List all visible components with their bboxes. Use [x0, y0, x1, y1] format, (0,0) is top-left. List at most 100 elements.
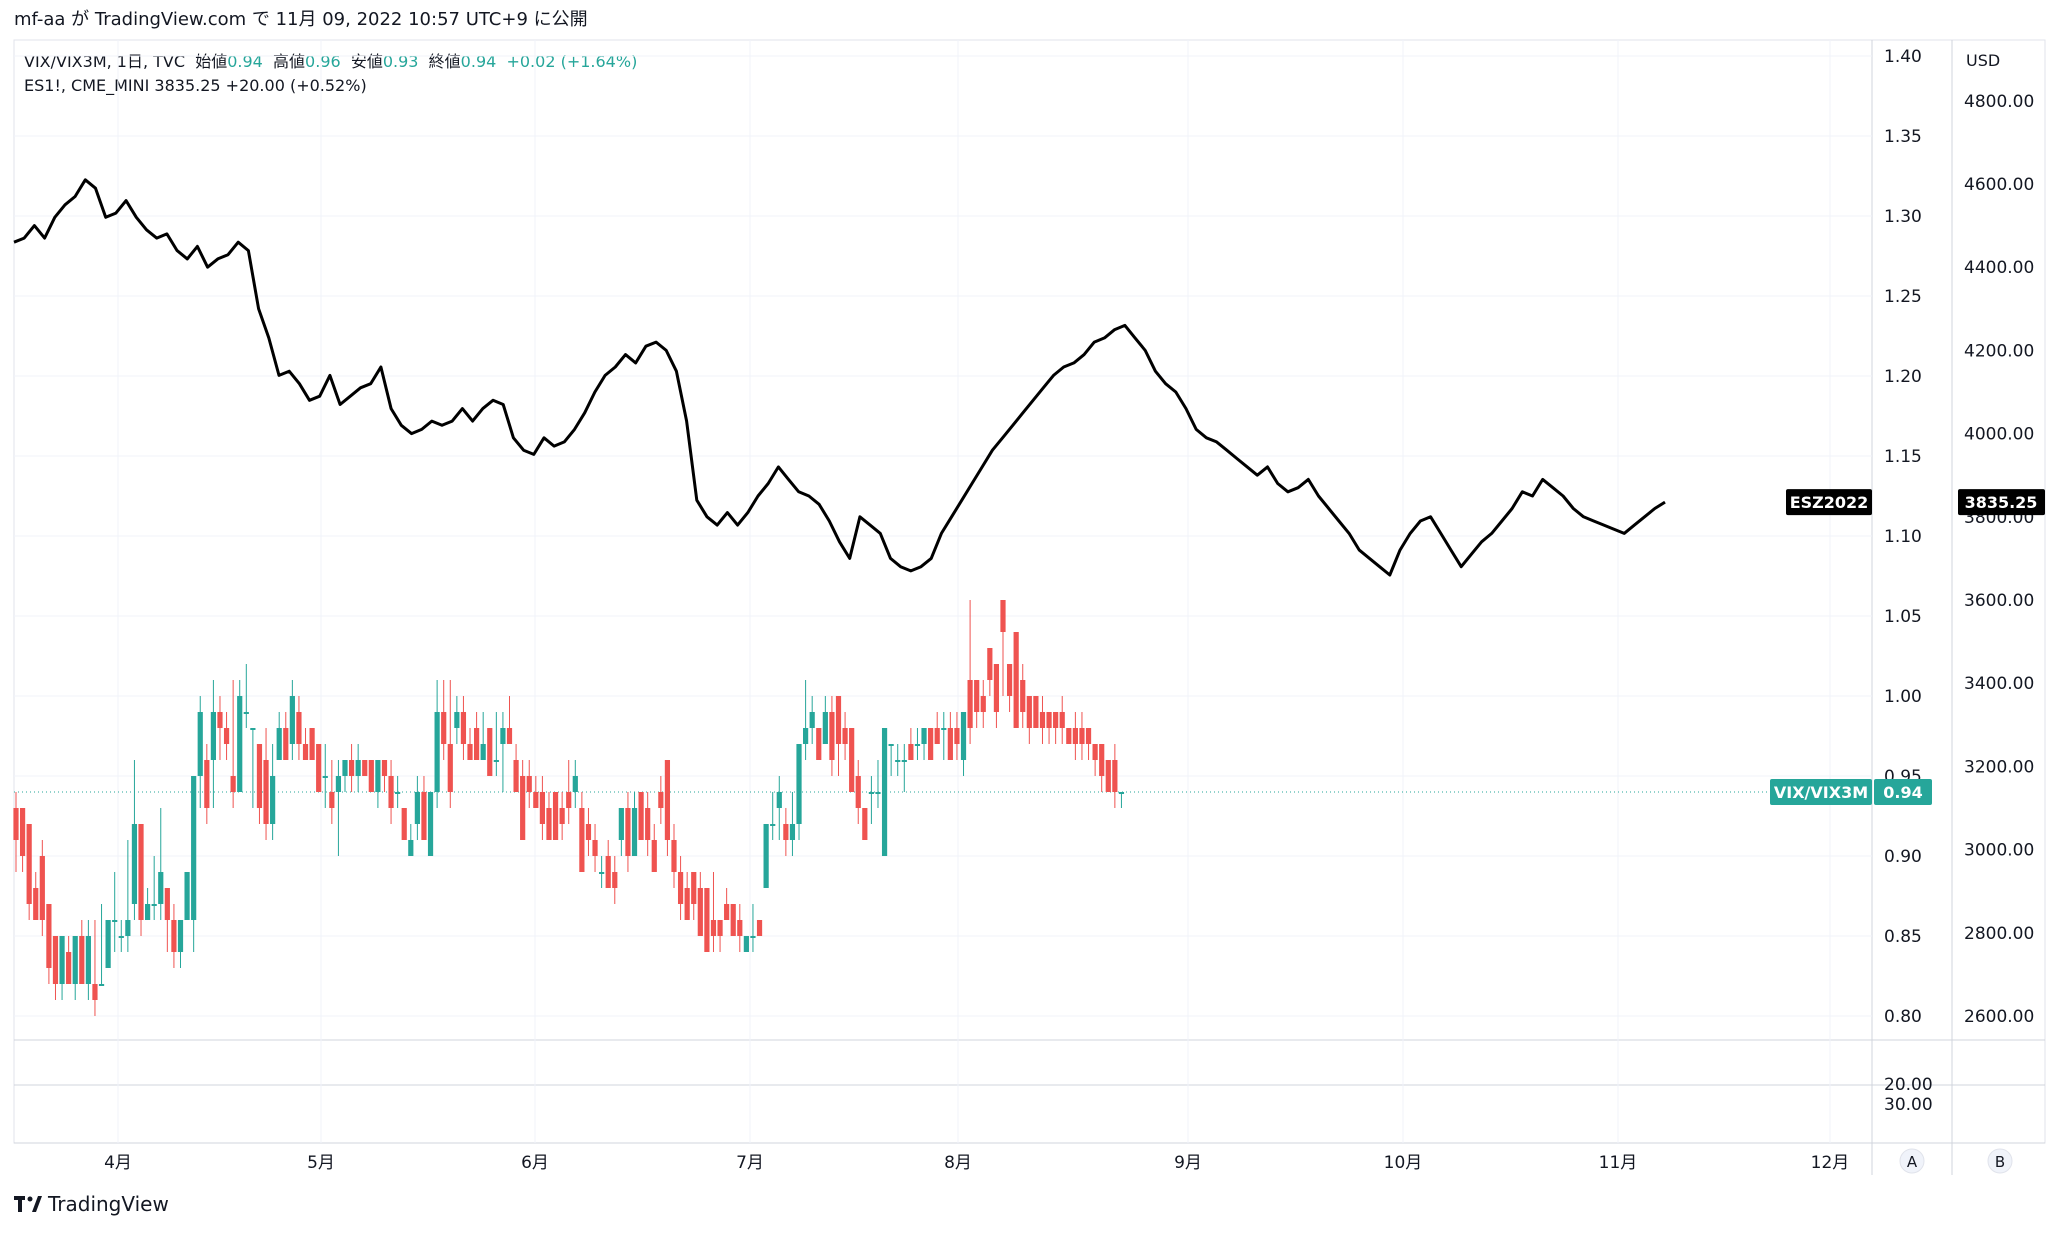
candle-body [1000, 600, 1006, 632]
publish-header: mf-aa が TradingView.com で 11月 09, 2022 1… [0, 0, 2057, 40]
x-axis-tick: 7月 [736, 1153, 764, 1173]
candle-body [980, 696, 986, 712]
legend-change: +0.02 (+1.64%) [506, 52, 638, 71]
candle-body [46, 904, 52, 968]
candle-body [500, 728, 506, 744]
candle-body [605, 856, 611, 888]
left-axis-tick: 0.85 [1884, 927, 1922, 947]
candle-body [460, 712, 467, 744]
candle-body [362, 760, 368, 776]
tradingview-logo[interactable]: TradingView [14, 1192, 169, 1216]
candle-body [256, 744, 263, 808]
candle-body [1059, 712, 1065, 728]
candle-body [118, 936, 124, 938]
candle-body [230, 776, 236, 792]
candle-body [19, 808, 26, 856]
candle-body [1105, 760, 1111, 792]
candle-body [789, 824, 796, 840]
left-axis-tick: 1.00 [1884, 687, 1922, 707]
candle-body [559, 808, 565, 824]
left-axis-tick: 1.15 [1884, 447, 1922, 467]
candle-body [85, 936, 91, 984]
candle-body [434, 712, 440, 792]
chart-frame [13, 39, 2046, 1144]
candle-body [914, 744, 921, 746]
candle-body [309, 728, 315, 760]
candle-body [454, 712, 460, 728]
candle-body [151, 904, 157, 906]
x-axis-tick: 9月 [1174, 1153, 1202, 1173]
legend-open-label: 始値 [195, 52, 228, 71]
candle-body [599, 872, 605, 874]
candle-body [592, 840, 598, 856]
right-axis-tick: 4000.00 [1964, 425, 2034, 445]
right-axis-tick: 3400.00 [1964, 674, 2034, 694]
axis-button [1987, 1148, 2013, 1174]
candle-body [737, 920, 743, 936]
candle-body [526, 776, 532, 792]
candle-body [487, 728, 493, 776]
vix-value-badge [1874, 779, 1932, 805]
legend-low: 0.93 [382, 52, 419, 71]
candle-body [421, 792, 427, 840]
candle-body [816, 728, 822, 760]
candle-body [316, 744, 322, 792]
right-axis-tick: 3200.00 [1964, 757, 2034, 777]
currency-label: USD [1966, 51, 2000, 70]
candle-body [1072, 728, 1078, 744]
candle-body [145, 904, 151, 920]
candle-body [270, 776, 276, 824]
candle-body [184, 872, 190, 920]
es-line-path [13, 178, 1666, 577]
candle-body [13, 808, 19, 840]
main-series-legend[interactable]: VIX/VIX3M, 1日, TVC 始値0.94 高値0.96 安値0.93 … [24, 48, 637, 72]
candle-body [1026, 696, 1032, 728]
candle-body [401, 808, 407, 840]
candle-body [928, 728, 934, 760]
candle-body [197, 712, 203, 776]
candle-body [572, 776, 578, 792]
left-axis-tick: 1.30 [1884, 207, 1922, 227]
legend-open: 0.94 [227, 52, 263, 71]
candle-body [39, 856, 45, 920]
right-axis-tick: 4600.00 [1964, 175, 2034, 195]
candle-body [960, 712, 967, 760]
candle-body [1006, 664, 1013, 696]
candle-body [381, 760, 388, 776]
candle-body [684, 888, 690, 920]
lower-pane-tick: 20.00 [1884, 1075, 1933, 1095]
candle-body [302, 744, 309, 760]
candle-body [441, 712, 447, 744]
x-axis-tick: 12月 [1811, 1153, 1850, 1173]
candle-body [829, 712, 835, 760]
candle-body [664, 760, 671, 840]
candle-body [1079, 728, 1085, 744]
candle-body [743, 936, 749, 952]
candle-body [79, 936, 85, 984]
candle-body [66, 952, 72, 984]
candle-body [191, 776, 197, 920]
left-axis-tick: 0.90 [1884, 847, 1922, 867]
candle-body [756, 920, 763, 936]
overlay-legend[interactable]: ES1!, CME_MINI 3835.25 +20.00 (+0.52%) [24, 76, 367, 95]
es-value-label: 3835.25 [1965, 493, 2038, 512]
candle-body [335, 776, 342, 792]
candle-body [92, 984, 98, 1000]
candle-body [223, 728, 230, 744]
candle-body [59, 936, 65, 984]
candle-body [546, 808, 552, 840]
candle-body [941, 728, 947, 730]
candle-body [210, 712, 216, 760]
candle-body [809, 712, 815, 728]
candle-body [177, 920, 184, 952]
candle-body [1033, 696, 1039, 728]
candle-body [763, 824, 769, 888]
candle-body [638, 792, 644, 840]
legend-low-label: 安値 [350, 52, 383, 71]
lower-pane-tick: 30.00 [1884, 1095, 1933, 1115]
left-axis-tick: 1.20 [1884, 367, 1922, 387]
candle-body [263, 760, 269, 824]
candle-body [1092, 744, 1098, 760]
x-axis-tick: 4月 [104, 1153, 132, 1173]
